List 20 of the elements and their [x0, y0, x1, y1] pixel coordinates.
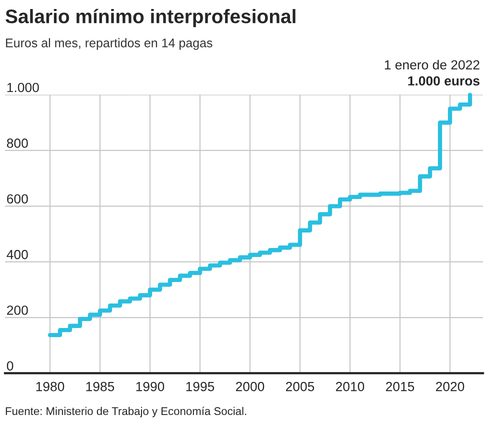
x-tick-label: 2005 — [286, 382, 314, 392]
x-tick-label: 2015 — [386, 382, 414, 392]
source-note: Fuente: Ministerio de Trabajo y Economía Social. — [6, 406, 246, 418]
chart-subtitle: Euros al mes, repartidos en 14 pagas — [6, 38, 212, 50]
x-tick-label: 1980 — [36, 382, 64, 392]
y-tick-label: 600 — [7, 194, 28, 204]
x-tick-label: 1985 — [86, 382, 114, 392]
x-tick-label: 2000 — [236, 382, 264, 392]
x-tick-label: 2020 — [436, 382, 464, 392]
y-tick-label: 800 — [6, 138, 28, 148]
y-tick-label: 0 — [6, 361, 14, 371]
text: 1.000 euros — [408, 76, 480, 86]
x-tick-label: 1995 — [186, 382, 214, 392]
x-tick-label: 1990 — [136, 382, 164, 392]
chart-title: Salario mínimo interprofesional — [6, 8, 296, 28]
x-tick-label: 2010 — [336, 382, 364, 392]
text: 1 enero de 2022 — [384, 60, 480, 70]
y-tick-label: 400 — [6, 250, 28, 260]
y-tick-label: 200 — [7, 306, 28, 315]
y-tick-label: 1.000 — [7, 82, 39, 92]
